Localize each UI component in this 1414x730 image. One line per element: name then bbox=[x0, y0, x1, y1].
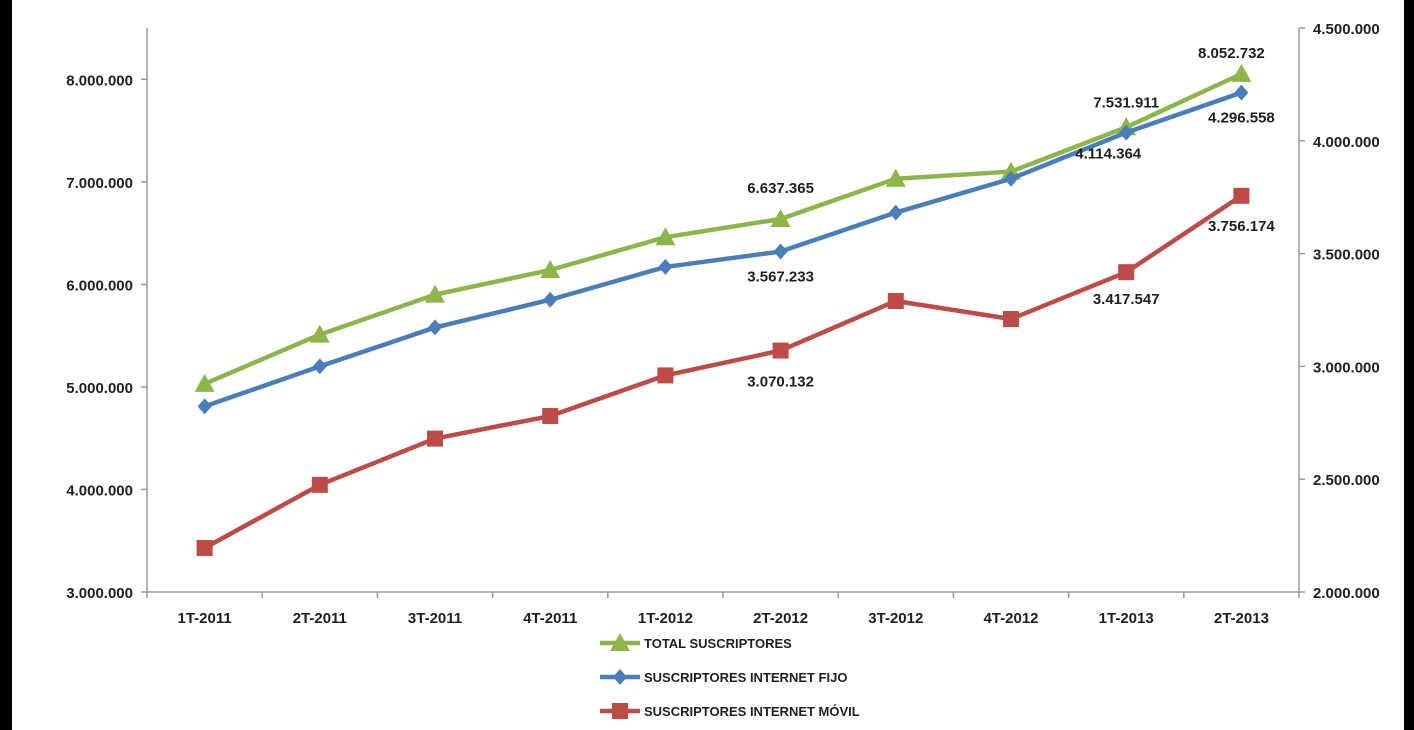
left-tick-label: 3.000.000 bbox=[66, 585, 133, 602]
data-label: 4.114.364 bbox=[1075, 146, 1142, 163]
right-tick-label: 2.000.000 bbox=[1313, 585, 1380, 602]
x-tick-label: 1T-2011 bbox=[177, 610, 231, 627]
series-2-point bbox=[312, 477, 328, 493]
left-tick-label: 8.000.000 bbox=[66, 72, 133, 89]
series-2-point bbox=[542, 408, 558, 424]
series-1-point bbox=[1234, 85, 1248, 101]
left-tick-label: 4.000.000 bbox=[66, 482, 133, 499]
legend-label-1: SUSCRIPTORES INTERNET FIJO bbox=[644, 670, 847, 685]
series-1-point bbox=[658, 259, 672, 275]
series-1-point bbox=[774, 244, 788, 260]
x-tick-label: 3T-2012 bbox=[868, 610, 923, 627]
series-line-0 bbox=[205, 74, 1242, 384]
x-tick-label: 2T-2013 bbox=[1214, 610, 1269, 627]
series-2-point bbox=[657, 367, 673, 383]
line-chart: 3.000.000 4.000.000 5.000.000 6.000.000 7.00… bbox=[12, 0, 1404, 730]
right-tick-label: 3.000.000 bbox=[1313, 359, 1380, 376]
data-label: 3.567.233 bbox=[747, 269, 814, 286]
series-2-point bbox=[773, 343, 789, 359]
legend-marker-1 bbox=[613, 669, 627, 685]
data-label: 6.637.365 bbox=[747, 180, 814, 197]
series-1-point bbox=[543, 292, 557, 308]
series-0-point bbox=[1231, 64, 1251, 82]
series-line-1 bbox=[205, 93, 1242, 407]
series-2-point bbox=[888, 293, 904, 309]
x-tick-label: 1T-2012 bbox=[638, 610, 693, 627]
x-tick-label: 2T-2012 bbox=[753, 610, 808, 627]
data-label: 3.070.132 bbox=[747, 374, 814, 391]
series-2-point bbox=[1003, 311, 1019, 327]
legend-label-0: TOTAL SUSCRIPTORES bbox=[644, 636, 792, 651]
x-tick-label: 3T-2011 bbox=[408, 610, 462, 627]
right-tick-label: 4.500.000 bbox=[1313, 21, 1380, 38]
series-2-point bbox=[1233, 188, 1249, 204]
series-2-point bbox=[427, 431, 443, 447]
x-tick-label: 1T-2013 bbox=[1099, 610, 1154, 627]
data-label: 7.531.911 bbox=[1093, 94, 1159, 111]
x-tick-label: 4T-2011 bbox=[523, 610, 577, 627]
series-1-point bbox=[313, 358, 327, 374]
data-label: 3.417.547 bbox=[1093, 291, 1160, 308]
left-tick-label: 6.000.000 bbox=[66, 277, 133, 294]
x-tick-label: 2T-2011 bbox=[293, 610, 347, 627]
data-label: 3.756.174 bbox=[1208, 218, 1275, 235]
chart-panel: 3.000.000 4.000.000 5.000.000 6.000.000 7.00… bbox=[12, 0, 1404, 730]
series-1-point bbox=[428, 319, 442, 335]
left-tick-label: 5.000.000 bbox=[66, 380, 133, 397]
right-tick-label: 4.000.000 bbox=[1313, 134, 1380, 151]
series-line-2 bbox=[205, 196, 1242, 548]
legend-label-2: SUSCRIPTORES INTERNET MÓVIL bbox=[644, 704, 860, 719]
series-1-point bbox=[198, 398, 212, 414]
data-label: 8.052.732 bbox=[1198, 45, 1265, 62]
series-1-point bbox=[889, 205, 903, 221]
right-tick-label: 2.500.000 bbox=[1313, 472, 1380, 489]
left-tick-label: 7.000.000 bbox=[66, 175, 133, 192]
series-2-point bbox=[1118, 264, 1134, 280]
legend-marker-2 bbox=[612, 703, 628, 719]
data-label: 4.296.558 bbox=[1208, 110, 1275, 127]
x-tick-label: 4T-2012 bbox=[983, 610, 1038, 627]
series-2-point bbox=[197, 540, 213, 556]
right-tick-label: 3.500.000 bbox=[1313, 247, 1380, 264]
